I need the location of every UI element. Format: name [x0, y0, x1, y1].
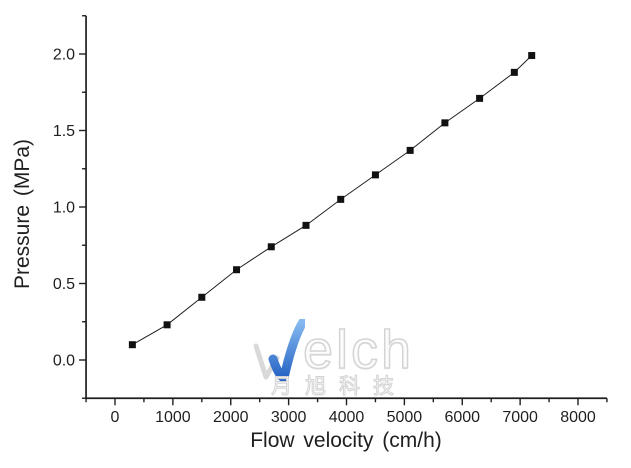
watermark-cn-text: 月旭科技: [271, 374, 407, 398]
watermark-brand-text: elch: [302, 320, 415, 380]
series-line: [132, 55, 533, 346]
data-point-marker: [233, 266, 241, 274]
data-point-marker: [441, 119, 449, 127]
y-tick-label: 0.0: [53, 353, 75, 370]
data-point-marker: [163, 321, 171, 329]
data-point-marker: [337, 195, 345, 203]
data-point-marker: [267, 243, 275, 251]
x-axis-title: Flow velocity (cm/h): [250, 429, 442, 452]
x-tick-label: 7000: [502, 409, 538, 426]
y-tick-label: 1.5: [53, 123, 75, 140]
x-tick-label: 6000: [444, 409, 480, 426]
x-tick-label: 5000: [387, 409, 423, 426]
y-tick-label: 2.0: [53, 47, 75, 64]
x-tick-label: 8000: [560, 409, 596, 426]
welch-logo-w-icon: [253, 319, 305, 381]
data-point-marker: [406, 146, 414, 154]
data-point-marker: [510, 68, 518, 76]
data-point-marker: [128, 341, 136, 349]
x-tick-label: 0: [111, 409, 120, 426]
y-tick-label: 0.5: [53, 276, 75, 293]
data-point-marker: [198, 293, 206, 301]
x-tick-label: 4000: [329, 409, 365, 426]
data-point-marker: [302, 221, 310, 229]
data-point-marker: [528, 52, 536, 60]
logo-blue-check: [268, 319, 305, 381]
x-tick-label: 1000: [155, 409, 191, 426]
x-tick-label: 2000: [213, 409, 249, 426]
data-point-marker: [476, 94, 484, 102]
y-tick-label: 1.0: [53, 200, 75, 217]
x-tick-label: 3000: [271, 409, 307, 426]
y-axis-title: Pressure (MPa): [11, 138, 34, 290]
data-point-marker: [371, 171, 379, 179]
